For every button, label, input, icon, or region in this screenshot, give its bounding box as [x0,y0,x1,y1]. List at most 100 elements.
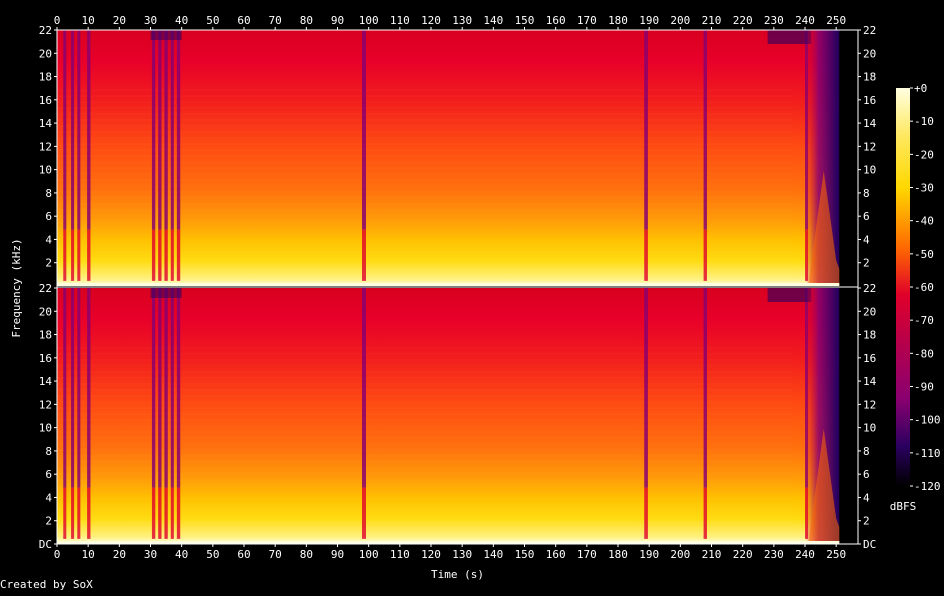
y-tick-label-right: 14 [863,117,877,130]
colorbar: +0 -10 -20 -30 -40 -50 -60 -70 -80 -90 -100 -110 -12… [890,82,941,513]
y-tick-label-right: DC [863,538,876,551]
x-tick-label-bottom: 110 [390,548,410,561]
spectrum-fill [57,288,858,544]
y-tick-label-left: 8 [45,187,52,200]
signal-dip [63,30,67,230]
x-tick-label-bottom: 60 [237,548,250,561]
y-tick-label-left: 10 [39,422,52,435]
y-tick-label-left: 8 [45,445,52,458]
colorbar-tick-label: +0 [914,82,927,95]
x-tick-label-bottom: 230 [764,548,784,561]
x-tick-label-top: 30 [144,14,157,27]
y-axis-label: Frequency (kHz) [10,238,23,337]
x-tick-label-top: 220 [733,14,753,27]
colorbar-tick-label: -80 [914,347,934,360]
signal-dip-low [87,487,91,539]
colorbar-tick-label: -10 [914,115,934,128]
colorbar-tick-label: -60 [914,281,934,294]
x-tick-label-top: 190 [639,14,659,27]
y-tick-label-right: 2 [863,257,870,270]
x-tick-label-top: 150 [515,14,535,27]
signal-dip [158,288,162,488]
signal-dip-low [703,487,707,539]
signal-dip-low [71,487,75,539]
x-tick-label-bottom: 150 [515,548,535,561]
y-tick-label-left: 22 [39,24,52,37]
signal-dip [77,288,81,488]
fadeout-tail [808,428,846,544]
y-tick-label-right: 20 [863,305,876,318]
signal-dip [362,30,366,230]
signal-dip [164,288,168,488]
x-tick-label-bottom: 80 [300,548,313,561]
dc-band [57,283,840,286]
signal-dip-low [176,229,181,281]
x-tick-label-top: 200 [670,14,690,27]
x-tick-label-bottom: 240 [795,548,815,561]
x-axis: 0 0 10 10 20 20 30 30 40 40 50 50 60 60 70 70 80 80 90 90 10… [54,14,846,581]
y-tick-label-right: 18 [863,329,876,342]
hf-rolloff-band [767,288,812,302]
x-tick-label-bottom: 30 [144,548,157,561]
x-tick-label-bottom: 130 [452,548,472,561]
x-tick-label-top: 50 [206,14,219,27]
y-tick-label-right: 16 [863,352,876,365]
y-tick-label-right: 8 [863,445,870,458]
x-tick-label-top: 0 [54,14,61,27]
x-tick-label-top: 180 [608,14,628,27]
signal-dip-low [151,487,156,539]
x-tick-label-bottom: 140 [483,548,503,561]
colorbar-tick-label: -50 [914,248,934,261]
x-tick-label-top: 140 [483,14,503,27]
x-tick-label-top: 250 [826,14,846,27]
signal-dip [362,288,366,488]
signal-dip-low [176,487,181,539]
y-tick-label-left: 20 [39,305,52,318]
colorbar-tick-label: -30 [914,182,934,195]
y-tick-label-left: 6 [45,210,52,223]
signal-dip [151,30,156,230]
hf-rolloff-band [767,30,812,44]
y-tick-label-left: 18 [39,329,52,342]
y-tick-label-left: 14 [39,375,53,388]
x-tick-label-bottom: 70 [269,548,282,561]
signal-dip [71,288,75,488]
signal-dip-low [170,229,174,281]
y-tick-label-left: 4 [45,491,52,504]
x-tick-label-top: 110 [390,14,410,27]
signal-dip [170,288,174,488]
signal-dip [87,288,91,488]
colorbar-tick-label: -70 [914,314,934,327]
x-tick-label-top: 70 [269,14,282,27]
signal-dip [170,30,174,230]
y-tick-label-right: 20 [863,47,876,60]
signal-dip [644,30,648,230]
y-tick-label-right: 6 [863,210,870,223]
x-tick-label-top: 120 [421,14,441,27]
y-tick-label-left: DC [39,538,52,551]
x-tick-label-bottom: 220 [733,548,753,561]
x-tick-label-top: 240 [795,14,815,27]
x-tick-label-bottom: 90 [331,548,344,561]
signal-dip [87,30,91,230]
y-tick-label-left: 16 [39,94,52,107]
signal-dip [176,30,181,230]
x-tick-label-bottom: 200 [670,548,690,561]
colorbar-tick-label: -100 [914,414,941,427]
signal-dip [63,288,67,488]
x-tick-label-top: 20 [113,14,126,27]
spectrum-fill [57,30,858,286]
signal-dip [151,288,156,488]
y-tick-label-right: 10 [863,164,876,177]
signal-dip [71,30,75,230]
signal-dip [176,288,181,488]
y-tick-label-left: 18 [39,71,52,84]
y-tick-label-left: 16 [39,352,52,365]
y-tick-label-left: 12 [39,398,52,411]
spectrogram-channel-1 [57,30,858,286]
x-tick-label-top: 80 [300,14,313,27]
fadeout-tail [808,170,846,286]
y-tick-label-left: 2 [45,515,52,528]
